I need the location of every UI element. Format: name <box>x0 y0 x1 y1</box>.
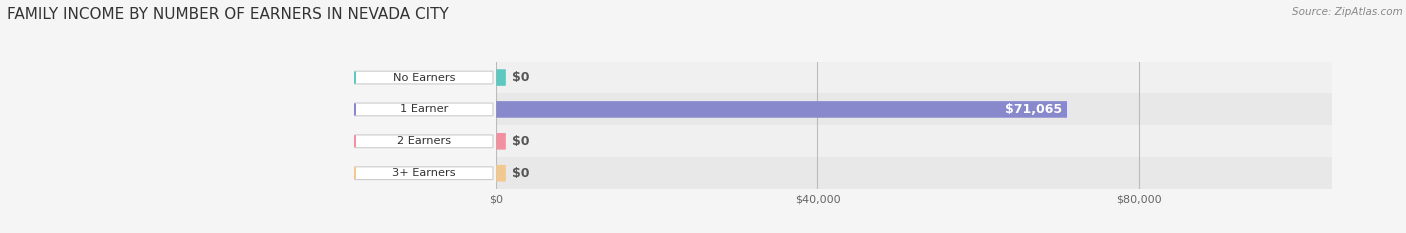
Text: 1 Earner: 1 Earner <box>399 104 449 114</box>
Text: No Earners: No Earners <box>392 72 456 82</box>
FancyBboxPatch shape <box>354 167 494 180</box>
Text: FAMILY INCOME BY NUMBER OF EARNERS IN NEVADA CITY: FAMILY INCOME BY NUMBER OF EARNERS IN NE… <box>7 7 449 22</box>
Text: $0: $0 <box>512 135 530 148</box>
FancyBboxPatch shape <box>354 103 494 116</box>
FancyBboxPatch shape <box>496 133 506 150</box>
FancyBboxPatch shape <box>496 69 506 86</box>
Text: $0: $0 <box>512 167 530 180</box>
FancyBboxPatch shape <box>354 71 494 84</box>
Text: $71,065: $71,065 <box>1005 103 1062 116</box>
FancyBboxPatch shape <box>496 62 1331 93</box>
FancyBboxPatch shape <box>354 135 494 148</box>
FancyBboxPatch shape <box>496 93 1331 125</box>
FancyBboxPatch shape <box>496 125 1331 157</box>
Text: Source: ZipAtlas.com: Source: ZipAtlas.com <box>1292 7 1403 17</box>
FancyBboxPatch shape <box>496 101 1067 118</box>
Text: $0: $0 <box>512 71 530 84</box>
Text: 2 Earners: 2 Earners <box>396 136 451 146</box>
FancyBboxPatch shape <box>496 157 1331 189</box>
FancyBboxPatch shape <box>496 165 506 182</box>
Text: 3+ Earners: 3+ Earners <box>392 168 456 178</box>
